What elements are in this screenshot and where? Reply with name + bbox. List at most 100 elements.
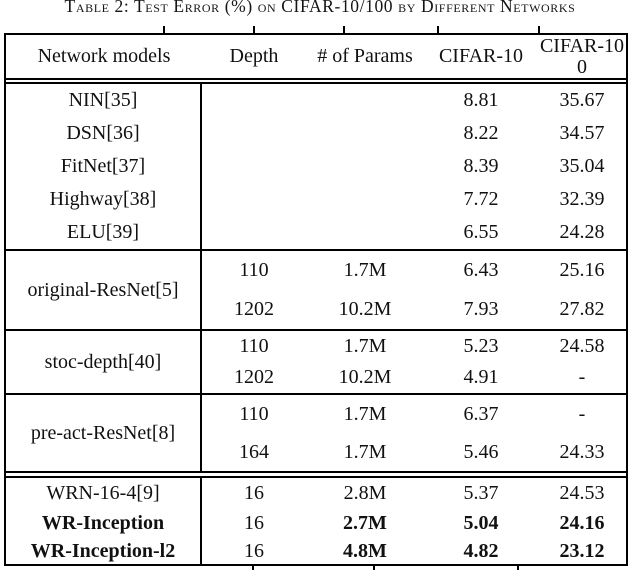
cifar10-value: 7.93 <box>463 298 499 320</box>
model-name: WRN-16-4[9] <box>6 478 202 508</box>
params-value <box>306 150 424 183</box>
cifar10-value: 5.37 <box>463 481 499 504</box>
table-header-row: Network models Depth # of Params CIFAR-1… <box>6 35 626 80</box>
params-value: 2.8M <box>343 481 387 504</box>
table-row: DSN[36] 8.22 34.57 <box>6 117 626 150</box>
params-value <box>306 117 424 150</box>
cifar100-value: 23.12 <box>559 539 605 562</box>
table-group-original-resnet: original-ResNet[5] 110 1.7M 6.43 25.16 1… <box>6 251 626 329</box>
cifar10-value: 8.39 <box>463 155 499 177</box>
cifar100-value: 32.39 <box>559 188 605 210</box>
cifar100-value: - <box>578 402 586 425</box>
params-value <box>306 84 424 117</box>
header-double-rule <box>6 80 626 84</box>
cifar100-value: 35.04 <box>559 155 605 177</box>
depth-value <box>202 216 306 249</box>
column-tick-mark <box>252 565 254 570</box>
model-name: stoc-depth[40] <box>6 331 202 393</box>
depth-value: 110 <box>239 402 269 425</box>
cifar100-value: 35.67 <box>559 89 605 111</box>
column-tick-mark <box>373 565 375 570</box>
depth-value <box>202 150 306 183</box>
model-name: ELU[39] <box>6 216 202 249</box>
column-tick-mark <box>538 26 540 33</box>
table-group-pre-act-resnet: pre-act-ResNet[8] 110 1.7M 6.37 - 164 1.… <box>6 395 626 471</box>
params-value: 1.7M <box>343 335 387 357</box>
depth-value <box>202 183 306 216</box>
results-table: Network models Depth # of Params CIFAR-1… <box>4 33 628 566</box>
params-value <box>306 183 424 216</box>
table-row: 164 1.7M 5.46 24.33 <box>202 433 626 471</box>
table-row: 110 1.7M 5.23 24.58 <box>202 331 626 362</box>
depth-value: 16 <box>244 511 264 534</box>
header-cifar100: CIFAR-10 0 <box>538 35 626 78</box>
cifar100-value: 34.57 <box>559 122 605 144</box>
table-caption: Table 2: Test Error (%) on CIFAR-10/100 … <box>64 0 576 16</box>
table-row: WR-Inception 16 2.7M 5.04 24.16 <box>6 508 626 538</box>
depth-value: 16 <box>244 481 264 504</box>
params-value <box>306 216 424 249</box>
cifar100-value: 24.28 <box>559 221 605 243</box>
cifar100-value: - <box>578 366 586 388</box>
params-value: 1.7M <box>343 440 387 463</box>
table-group-stoc-depth: stoc-depth[40] 110 1.7M 5.23 24.58 1202 … <box>6 331 626 393</box>
table-row: NIN[35] 8.81 35.67 <box>6 84 626 117</box>
depth-value: 110 <box>239 259 269 281</box>
cifar10-value: 5.04 <box>463 511 499 534</box>
depth-value: 1202 <box>234 366 274 388</box>
column-tick-mark <box>253 26 255 33</box>
cifar100-value: 24.53 <box>559 481 605 504</box>
cifar10-value: 8.81 <box>463 89 499 111</box>
cifar10-value: 5.23 <box>463 335 499 357</box>
cifar10-value: 8.22 <box>463 122 499 144</box>
depth-value <box>202 117 306 150</box>
model-name: DSN[36] <box>6 117 202 150</box>
table-row: WRN-16-4[9] 16 2.8M 5.37 24.53 <box>6 478 626 508</box>
model-name: Highway[38] <box>6 183 202 216</box>
cifar100-value: 24.33 <box>559 440 605 463</box>
cifar10-value: 6.43 <box>463 259 499 281</box>
column-tick-mark <box>437 26 439 33</box>
depth-value: 110 <box>239 335 269 357</box>
depth-value: 1202 <box>234 298 274 320</box>
model-name: pre-act-ResNet[8] <box>6 395 202 471</box>
header-num-params: # of Params <box>317 45 413 67</box>
column-tick-mark <box>163 26 165 33</box>
table-row: WR-Inception-l2 16 4.8M 4.82 23.12 <box>6 538 626 564</box>
table-row: ELU[39] 6.55 24.28 <box>6 216 626 249</box>
cifar10-value: 7.72 <box>463 188 499 210</box>
group-separator-double-rule <box>6 471 626 478</box>
model-name: WR-Inception <box>6 508 202 538</box>
params-value: 4.8M <box>343 539 387 562</box>
cifar100-value: 24.58 <box>559 335 605 357</box>
column-tick-mark <box>517 565 519 570</box>
cifar10-value: 5.46 <box>463 440 499 463</box>
model-name: WR-Inception-l2 <box>6 538 202 564</box>
column-tick-mark <box>343 26 345 33</box>
table-row: FitNet[37] 8.39 35.04 <box>6 150 626 183</box>
group-separator <box>6 329 626 331</box>
depth-value: 164 <box>239 440 269 463</box>
header-cifar10: CIFAR-10 <box>438 45 524 67</box>
cifar100-value: 25.16 <box>559 259 605 281</box>
model-name: FitNet[37] <box>6 150 202 183</box>
params-value: 10.2M <box>338 298 392 320</box>
model-name: NIN[35] <box>6 84 202 117</box>
header-cifar100-line2: 0 <box>577 55 587 78</box>
depth-value: 16 <box>244 539 264 562</box>
group-separator <box>6 249 626 251</box>
table-caption-wrap: Table 2: Test Error (%) on CIFAR-10/100 … <box>0 0 640 19</box>
table-row: 1202 10.2M 4.91 - <box>202 362 626 393</box>
table-row: 110 1.7M 6.43 25.16 <box>202 251 626 290</box>
table-row: 110 1.7M 6.37 - <box>202 395 626 433</box>
group-separator <box>6 393 626 395</box>
cifar10-value: 4.91 <box>463 366 499 388</box>
cifar10-value: 6.37 <box>463 402 499 425</box>
header-depth: Depth <box>229 45 279 67</box>
cifar10-value: 4.82 <box>463 539 499 562</box>
params-value: 1.7M <box>343 259 387 281</box>
params-value: 10.2M <box>338 366 392 388</box>
cifar100-value: 27.82 <box>559 298 605 320</box>
header-cifar100-line1: CIFAR-10 <box>539 34 625 57</box>
